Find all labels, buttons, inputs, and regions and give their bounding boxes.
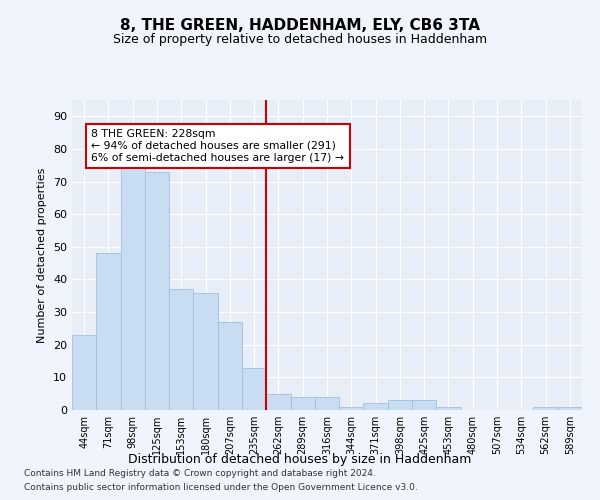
Bar bbox=[193, 292, 218, 410]
Text: Distribution of detached houses by size in Haddenham: Distribution of detached houses by size … bbox=[128, 454, 472, 466]
Bar bbox=[169, 290, 193, 410]
Bar bbox=[96, 254, 121, 410]
Text: Contains public sector information licensed under the Open Government Licence v3: Contains public sector information licen… bbox=[24, 484, 418, 492]
Bar bbox=[145, 172, 169, 410]
Bar bbox=[72, 335, 96, 410]
Text: Contains HM Land Registry data © Crown copyright and database right 2024.: Contains HM Land Registry data © Crown c… bbox=[24, 468, 376, 477]
Bar bbox=[388, 400, 412, 410]
Bar bbox=[121, 166, 145, 410]
Bar bbox=[533, 406, 558, 410]
Y-axis label: Number of detached properties: Number of detached properties bbox=[37, 168, 47, 342]
Text: Size of property relative to detached houses in Haddenham: Size of property relative to detached ho… bbox=[113, 32, 487, 46]
Bar bbox=[339, 406, 364, 410]
Bar bbox=[364, 404, 388, 410]
Bar bbox=[558, 406, 582, 410]
Bar bbox=[436, 406, 461, 410]
Bar bbox=[412, 400, 436, 410]
Bar bbox=[290, 397, 315, 410]
Bar bbox=[242, 368, 266, 410]
Bar bbox=[266, 394, 290, 410]
Bar bbox=[218, 322, 242, 410]
Text: 8, THE GREEN, HADDENHAM, ELY, CB6 3TA: 8, THE GREEN, HADDENHAM, ELY, CB6 3TA bbox=[120, 18, 480, 32]
Bar bbox=[315, 397, 339, 410]
Text: 8 THE GREEN: 228sqm
← 94% of detached houses are smaller (291)
6% of semi-detach: 8 THE GREEN: 228sqm ← 94% of detached ho… bbox=[91, 130, 344, 162]
